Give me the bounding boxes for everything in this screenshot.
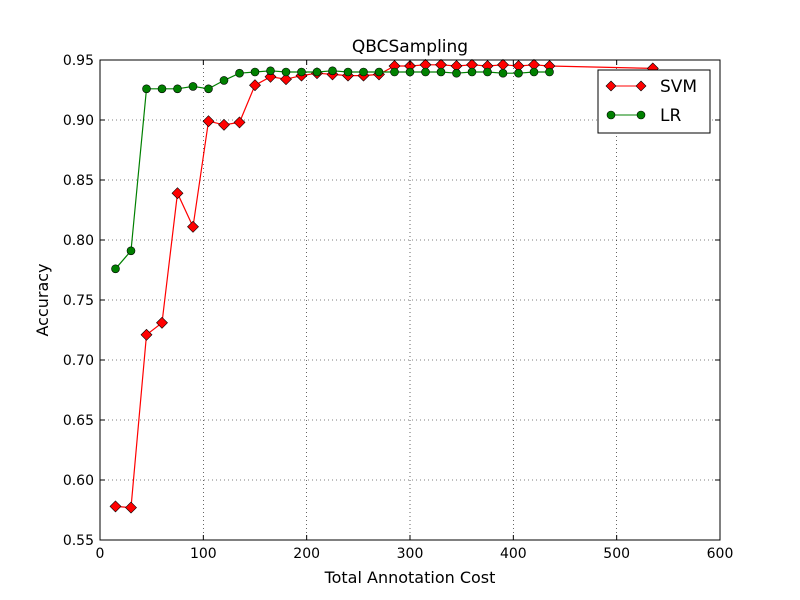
y-tick-label: 0.70 — [63, 353, 94, 369]
lr-data-point — [452, 68, 461, 78]
legend-svm-label: SVM — [660, 77, 697, 97]
lr-data-point — [173, 84, 182, 94]
svm-data-point — [249, 79, 261, 92]
x-tick-label: 200 — [293, 546, 320, 562]
chart-title: QBCSampling — [352, 37, 468, 57]
legend-svm-marker-right — [635, 80, 647, 92]
svm-data-point — [187, 220, 199, 233]
y-tick-label: 0.55 — [63, 533, 94, 549]
lr-data-point — [359, 67, 368, 77]
legend-lr-marker-left — [606, 110, 616, 120]
x-tick-label: 300 — [397, 546, 424, 562]
lr-data-point — [157, 84, 167, 94]
y-tick-label: 0.90 — [63, 113, 94, 129]
lr-data-point — [204, 84, 213, 94]
lr-data-point — [514, 68, 523, 78]
legend-lr-marker-right — [636, 110, 646, 120]
x-tick-label: 400 — [500, 546, 527, 562]
lr-data-point — [312, 67, 322, 77]
lr-data-point — [390, 67, 399, 77]
svm-data-point — [280, 73, 292, 86]
svm-data-point — [109, 500, 122, 513]
svm-data-point — [202, 115, 215, 128]
y-tick-label: 0.80 — [63, 233, 94, 249]
lr-data-point — [219, 76, 229, 85]
lr-data-point — [467, 67, 477, 77]
legend-box — [597, 69, 711, 134]
y-tick-label: 0.85 — [63, 173, 94, 189]
lr-data-point — [111, 264, 120, 274]
svm-data-point — [125, 501, 137, 514]
x-tick-labels: 0 100 200 300 400 500 600 — [96, 546, 734, 562]
lr-data-point — [188, 82, 198, 91]
svm-data-point — [140, 328, 153, 341]
lr-data-point — [529, 67, 539, 77]
y-tick-labels: 0.55 0.60 0.65 0.70 0.75 0.80 0.85 0.90 0.95 — [63, 53, 94, 549]
legend-lr-label: LR — [660, 106, 681, 126]
data-series — [109, 58, 659, 514]
lr-data-point — [405, 67, 415, 77]
lr-data-point — [483, 67, 492, 77]
legend: SVM LR — [597, 69, 711, 134]
x-tick-label: 500 — [603, 546, 630, 562]
series-lr — [111, 66, 554, 274]
lr-data-point — [266, 66, 275, 76]
lr-data-point — [281, 67, 291, 77]
y-tick-label: 0.95 — [63, 53, 94, 69]
lr-data-point — [421, 67, 430, 77]
lr-data-point — [250, 67, 260, 77]
lr-data-point — [436, 67, 446, 77]
x-tick-label: 100 — [190, 546, 217, 562]
y-tick-label: 0.60 — [63, 473, 94, 489]
lr-data-point — [374, 67, 384, 77]
x-tick-label: 0 — [96, 546, 105, 562]
svm-data-point — [156, 316, 168, 329]
lr-data-point — [126, 246, 136, 256]
lr-data-point — [343, 67, 353, 77]
y-tick-label: 0.75 — [63, 293, 94, 309]
axis-ticks — [99, 59, 721, 541]
lr-data-point — [142, 84, 151, 94]
lr-data-point — [498, 68, 508, 78]
y-tick-label: 0.65 — [63, 413, 94, 429]
svm-data-point — [218, 118, 230, 131]
svm-data-point — [171, 187, 184, 200]
lr-data-point — [545, 67, 554, 77]
y-axis-label: Accuracy — [33, 263, 52, 336]
lr-data-point — [297, 67, 306, 77]
x-tick-label: 600 — [707, 546, 734, 562]
x-axis-label: Total Annotation Cost — [324, 568, 496, 587]
svm-data-point — [233, 116, 246, 129]
lr-data-point — [328, 66, 337, 76]
lr-data-point — [235, 68, 244, 78]
legend-svm-marker-left — [605, 80, 617, 92]
